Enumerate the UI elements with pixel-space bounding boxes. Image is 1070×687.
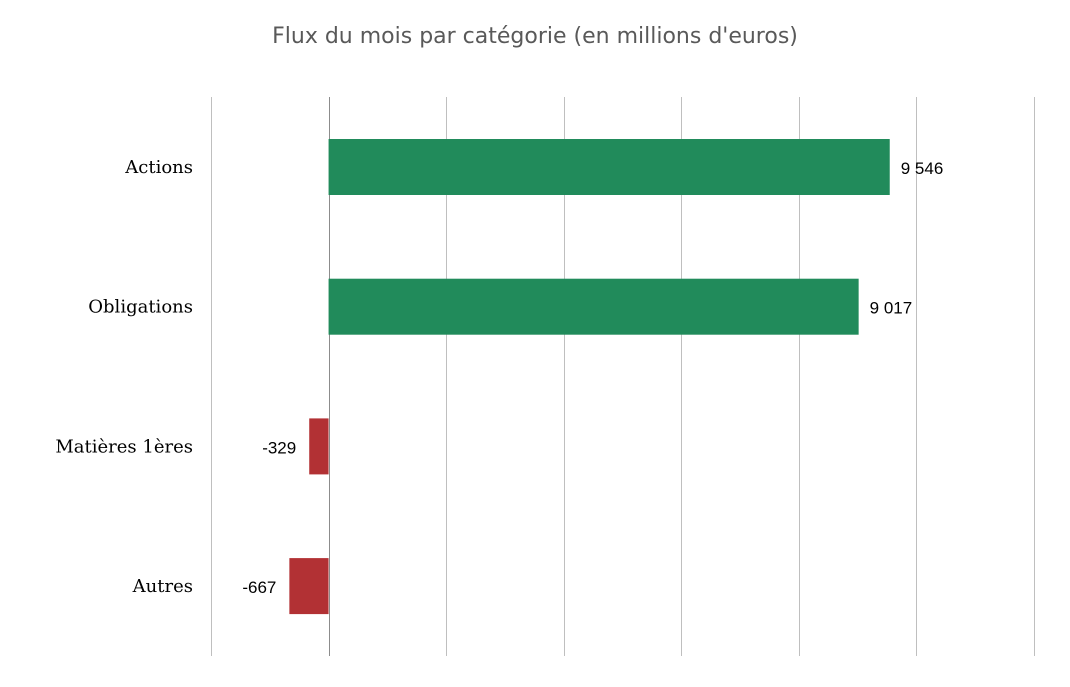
bar-3	[309, 418, 329, 475]
data-label-4: -667	[242, 578, 276, 597]
bar-2	[328, 278, 859, 335]
data-label-1: 9 546	[901, 159, 944, 178]
category-label-2: Obligations	[88, 297, 193, 318]
category-label-4: Autres	[132, 576, 193, 597]
data-label-2: 9 017	[870, 299, 913, 318]
chart-title: Flux du mois par catégorie (en millions …	[272, 24, 798, 49]
category-label-1: Actions	[124, 157, 193, 178]
category-label-3: Matières 1ères	[55, 436, 193, 457]
bar-1	[328, 139, 890, 195]
data-label-3: -329	[262, 438, 296, 457]
bar-4	[289, 558, 329, 615]
